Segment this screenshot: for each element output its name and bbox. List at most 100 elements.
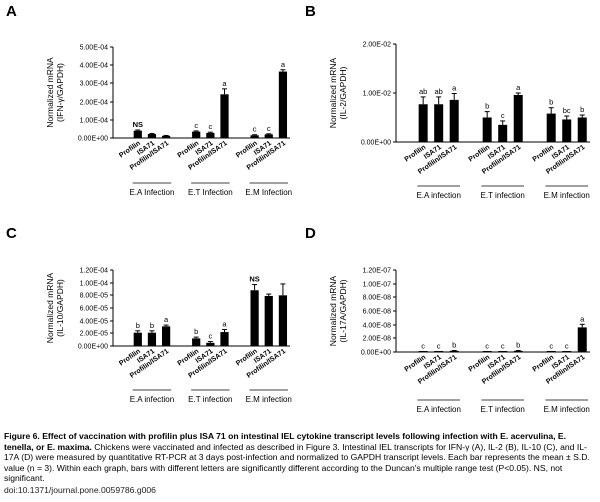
panel-d-letter: D: [305, 225, 316, 242]
panel-c-group-label: E.M infection: [246, 395, 292, 404]
chart-svg: A 0.00E+00 1.00E-04 2.00E-04 3.00E-04 4.00E-0…: [6, 3, 590, 414]
panel-a-y-label-line2: (IFN-γ/GAPDH): [55, 63, 65, 122]
panel-d-bar: [449, 350, 459, 352]
panel-d-group-label: E.A infection: [416, 405, 460, 414]
panel-d-significance-letter: c: [485, 342, 489, 351]
panel-d-y-tick-label: 8.00E-08: [363, 295, 392, 302]
panel-a-y-tick-label: 5.00E-04: [80, 45, 109, 52]
panel-c-bar: [192, 338, 201, 346]
panel-b-letter: B: [305, 3, 316, 20]
panel-d-significance-letter: c: [565, 342, 569, 351]
panel-c-y-tick-label: 4.00E-05: [80, 319, 109, 326]
panel-a-y-tick-label: 1.00E-04: [80, 118, 109, 125]
panel-b-bar: [546, 113, 556, 142]
panel-a-bar: [250, 135, 259, 138]
panel-a-bar: [206, 132, 215, 138]
panel-c-significance-letter: b: [136, 321, 140, 330]
panel-a-bar: [147, 133, 157, 138]
panel-b-significance-letter: a: [452, 83, 457, 92]
panel-c-y-tick-label: 6.00E-05: [80, 306, 109, 313]
panel-d-significance-letter: c: [549, 342, 553, 351]
panel-d-significance-letter: b: [516, 341, 520, 350]
panel-c-group-label: E.T infection: [188, 395, 232, 404]
panel-a-y-label-line1: Normalized mRNA: [45, 57, 55, 128]
panel-d-group-label: E.T infection: [481, 405, 525, 414]
panel-a-bar: [278, 71, 288, 138]
panel-d-y-tick-label: 2.00E-08: [363, 336, 392, 343]
panel-c-y-label-line2: (IL-10/GAPDH): [55, 279, 65, 337]
panel-a-significance-letter: a: [222, 79, 227, 88]
panel-b-y-tick-label: 0.00E+00: [361, 140, 391, 147]
panel-b-significance-letter: b: [485, 102, 489, 111]
panel-c-bar: [264, 295, 273, 346]
panel-c-significance-letter: c: [208, 332, 212, 341]
panel-c-significance-letter: a: [222, 320, 227, 329]
panel-a-y-tick-label: 3.00E-04: [80, 81, 109, 88]
caption-doi: doi:10.1371/journal.pone.0059786.g006: [4, 484, 156, 495]
panel-b-bar: [513, 94, 523, 142]
panel-c-bar: [161, 326, 171, 346]
panel-d-significance-letter: a: [580, 314, 585, 323]
panel-c-y-tick-label: 0.00E+00: [78, 344, 108, 351]
panel-c-bar: [278, 295, 288, 346]
panel-c-bar: [206, 342, 215, 346]
panel-a-y-tick-label: 2.00E-04: [80, 100, 109, 107]
panel-a-significance-letter: NS: [133, 120, 143, 129]
panel-a-y-tick-label: 0.00E+00: [78, 136, 108, 143]
caption-title: Figure 6. Effect of vaccination with pro…: [4, 431, 567, 452]
panel-d-y-tick-label: 1.00E-07: [363, 282, 392, 289]
panel-b-bar: [449, 99, 459, 142]
panel-a-bar: [133, 130, 142, 138]
panel-b-significance-letter: ab: [435, 87, 443, 96]
panel-d-y-tick-label: 4.00E-08: [363, 323, 392, 330]
panel-c-significance-letter: b: [150, 321, 154, 330]
panel-b-group-label: E.T infection: [481, 191, 525, 200]
panel-a-significance-letter: c: [194, 121, 198, 130]
panel-c-significance-letter: b: [194, 327, 198, 336]
panel-b-bar: [577, 117, 587, 142]
panel-d-significance-letter: c: [437, 342, 441, 351]
panel-a-group-label: E.M Infection: [245, 188, 292, 197]
panel-d-significance-letter: c: [501, 342, 505, 351]
panel-b-bar: [498, 124, 508, 142]
panel-c-letter: C: [6, 225, 17, 242]
panel-b-significance-letter: ab: [419, 87, 427, 96]
panel-a-significance-letter: a: [281, 60, 286, 69]
panel-b-group-label: E.A infection: [416, 191, 460, 200]
panel-b-group-label: E.M infection: [544, 191, 590, 200]
panel-c-y-tick-label: 2.00E-05: [80, 331, 109, 338]
panel-b-bar: [562, 119, 572, 142]
panel-d-significance-letter: c: [421, 342, 425, 351]
panel-b-y-label-line1: Normalized mRNA: [328, 57, 338, 128]
panel-d-group-label: E.M infection: [544, 405, 590, 414]
panel-b-bar: [418, 104, 428, 142]
panel-a-significance-letter: c: [267, 124, 271, 133]
panel-b-significance-letter: a: [516, 83, 521, 92]
panel-d-significance-letter: b: [452, 341, 456, 350]
panel-d-y-tick-label: 0.00E+00: [361, 350, 391, 357]
panel-b-y-label-line2: (IL-2/GAPDH): [338, 66, 348, 119]
panel-b-significance-letter: c: [501, 111, 505, 120]
panel-a-group-label: E.T Infection: [188, 188, 233, 197]
panel-b-significance-letter: bc: [563, 106, 571, 115]
panel-c-bar: [133, 332, 142, 346]
panel-c-group-label: E.A infection: [130, 395, 174, 404]
panel-b-y-tick-label: 1.00E-02: [363, 91, 392, 98]
panel-a-group-label: E.A Infection: [129, 188, 174, 197]
panel-c-y-tick-label: 1.00E-04: [80, 281, 109, 288]
panel-c-bar: [147, 332, 157, 346]
panel-c-significance-letter: a: [164, 315, 169, 324]
panel-a-letter: A: [6, 3, 17, 20]
panel-a-bar: [220, 94, 229, 138]
panel-a-significance-letter: c: [208, 122, 212, 131]
panel-b-bar: [482, 117, 492, 142]
panel-b-significance-letter: b: [580, 105, 584, 114]
panel-c-significance-letter: NS: [249, 275, 259, 284]
panel-c-y-tick-label: 1.20E-04: [80, 268, 109, 275]
panel-b-significance-letter: b: [549, 98, 553, 107]
panel-d-y-tick-label: 6.00E-08: [363, 309, 392, 316]
panel-c-bar: [220, 332, 229, 346]
panel-a-bar: [264, 134, 273, 138]
panel-a-significance-letter: c: [253, 125, 257, 134]
